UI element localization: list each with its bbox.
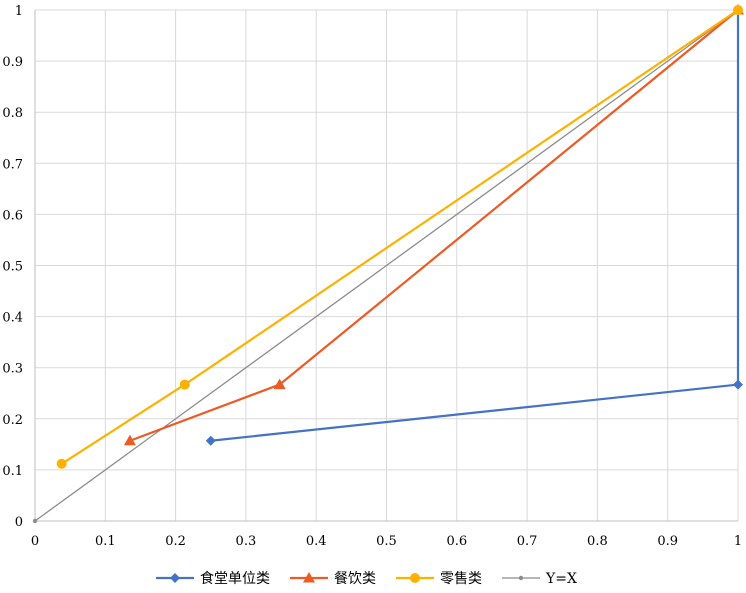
x-tick-label: 0.9 — [657, 534, 678, 549]
legend-label: 餐饮类 — [334, 571, 376, 587]
y-tick-label: 0.1 — [2, 464, 23, 479]
data-point-circle — [410, 573, 420, 583]
y-tick-label: 1 — [15, 4, 23, 19]
data-point-circle — [179, 379, 190, 390]
legend-label: Y=X — [545, 571, 577, 587]
legend-item: 餐饮类 — [290, 571, 376, 587]
data-point-triangle — [273, 378, 286, 390]
series-2 — [56, 5, 743, 469]
series-line — [34, 9, 739, 522]
x-tick-label: 0.1 — [95, 534, 116, 549]
data-point-triangle — [123, 434, 136, 446]
y-tick-label: 0.2 — [2, 413, 23, 428]
legend: 食堂单位类 餐饮类 零售类 Y=X — [156, 570, 577, 587]
legend-item: 食堂单位类 — [156, 570, 270, 587]
series-layer — [32, 4, 744, 524]
x-tick-label: 0 — [31, 534, 39, 549]
legend-label: 零售类 — [440, 571, 482, 587]
data-point-diamond — [170, 573, 180, 583]
y-tick-label: 0.6 — [2, 208, 23, 223]
data-point-dot — [32, 518, 38, 524]
y-tick-label: 0.3 — [2, 362, 23, 377]
y-tick-label: 0.8 — [2, 106, 23, 121]
data-point-circle — [56, 458, 67, 469]
axes: 0 0.1 0.2 0.3 0.4 0.5 0.6 0.7 0.8 0.9 1 0 0.1 0.2 0.3 0… — [2, 4, 742, 549]
data-point-dot — [518, 575, 524, 581]
legend-label: 食堂单位类 — [200, 570, 270, 587]
x-tick-label: 0.4 — [306, 534, 327, 549]
data-point-diamond — [205, 435, 216, 446]
x-tick-label: 0.7 — [517, 534, 538, 549]
y-tick-label: 0.5 — [2, 260, 23, 275]
x-tick-label: 0.5 — [376, 534, 397, 549]
y-tick-label: 0.9 — [2, 55, 23, 70]
y-tick-label: 0.4 — [2, 311, 23, 326]
legend-item: Y=X — [502, 571, 577, 587]
data-point-diamond — [733, 379, 743, 390]
series-line — [129, 9, 739, 442]
y-tick-label: 0.7 — [2, 157, 23, 172]
x-tick-label: 0.2 — [165, 534, 186, 549]
legend-item: 零售类 — [396, 571, 482, 587]
x-tick-label: 1 — [734, 534, 742, 549]
y-tick-label: 0 — [15, 515, 23, 530]
x-tick-label: 0.8 — [587, 534, 608, 549]
x-tick-label: 0.3 — [236, 534, 257, 549]
data-point-triangle — [303, 572, 315, 583]
data-point-circle — [733, 5, 743, 15]
x-tick-label: 0.6 — [446, 534, 467, 549]
